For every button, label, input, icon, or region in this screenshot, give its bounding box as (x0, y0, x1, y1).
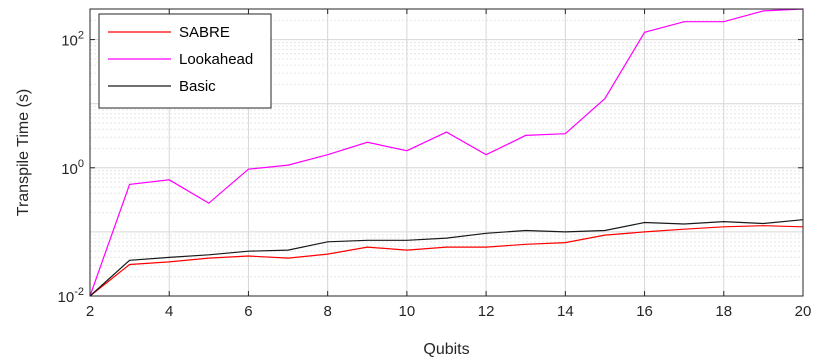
x-tick-label: 8 (323, 303, 331, 320)
legend-label-sabre: SABRE (179, 24, 230, 41)
y-axis-label: Transpile Time (s) (15, 89, 32, 216)
series-line-sabre (89, 225, 804, 297)
legend-label-lookahead: Lookahead (179, 51, 253, 68)
legend: SABRE Lookahead Basic (98, 13, 272, 109)
plot-frame (89, 8, 804, 297)
y-tick-label: 102 (61, 30, 84, 50)
legend-box (98, 13, 272, 109)
x-tick-label: 16 (636, 303, 653, 320)
x-tick-label: 14 (557, 303, 574, 320)
x-axis-label: Qubits (423, 341, 469, 358)
series-line-lookahead (89, 8, 804, 297)
x-tick-label: 6 (244, 303, 252, 320)
legend-label-basic: Basic (179, 78, 216, 95)
series-layer (89, 8, 804, 297)
series-line-basic (89, 219, 804, 297)
y-tick-label: 100 (61, 158, 84, 178)
x-tick-label: 4 (165, 303, 173, 320)
x-tick-label: 20 (795, 303, 812, 320)
x-tick-label: 10 (399, 303, 416, 320)
y-tick-label: 10-2 (58, 286, 84, 306)
ticks: 2 4 6 8 10 12 14 16 18 20 10-2 100 102 (58, 9, 812, 320)
x-tick-label: 12 (478, 303, 495, 320)
x-tick-label: 18 (715, 303, 732, 320)
x-tick-label: 2 (86, 303, 94, 320)
